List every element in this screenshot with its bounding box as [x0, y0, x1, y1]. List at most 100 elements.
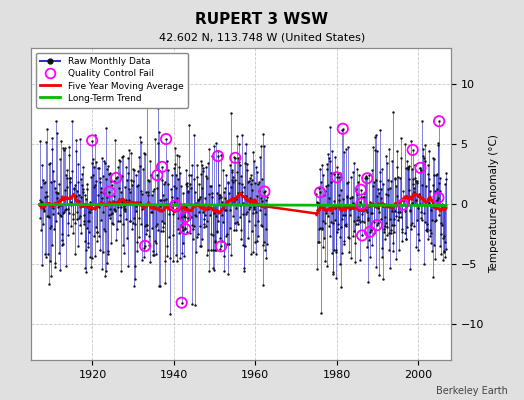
Point	[154, 226, 162, 233]
Point	[203, 218, 211, 225]
Point	[207, 247, 215, 254]
Point	[352, 201, 361, 207]
Point	[53, 190, 62, 196]
Point	[125, 197, 134, 204]
Point	[94, 202, 102, 209]
Point	[215, 195, 223, 202]
Point	[205, 183, 214, 190]
Point	[413, 178, 421, 185]
Point	[353, 166, 361, 172]
Point	[154, 140, 162, 146]
Point	[203, 252, 211, 258]
Point	[137, 221, 145, 228]
Point	[191, 212, 199, 218]
Point	[147, 208, 155, 215]
Point	[133, 248, 141, 254]
Point	[49, 210, 57, 217]
Point	[258, 176, 266, 182]
Point	[336, 234, 345, 240]
Point	[117, 204, 125, 210]
Point	[234, 190, 242, 196]
Point	[400, 197, 408, 204]
Point	[410, 185, 418, 191]
Point	[379, 203, 388, 210]
Point	[389, 216, 398, 222]
Point	[58, 231, 66, 237]
Text: 42.602 N, 113.748 W (United States): 42.602 N, 113.748 W (United States)	[159, 32, 365, 42]
Point	[414, 246, 423, 253]
Point	[237, 226, 245, 233]
Point	[316, 225, 324, 231]
Point	[129, 282, 138, 289]
Point	[261, 197, 270, 203]
Point	[431, 256, 439, 262]
Point	[111, 207, 119, 214]
Point	[347, 174, 355, 180]
Point	[251, 239, 259, 245]
Point	[212, 227, 221, 234]
Point	[375, 209, 384, 216]
Point	[128, 226, 136, 232]
Point	[152, 223, 160, 230]
Point	[165, 211, 173, 218]
Point	[332, 246, 340, 253]
Point	[346, 202, 355, 208]
Point	[138, 190, 147, 197]
Point	[356, 199, 364, 205]
Point	[414, 191, 423, 197]
Point	[79, 189, 88, 195]
Point	[65, 152, 73, 158]
Point	[96, 247, 104, 253]
Point	[431, 218, 440, 224]
Point	[160, 220, 169, 226]
Point	[357, 218, 366, 224]
Point	[162, 136, 170, 142]
Point	[93, 228, 101, 235]
Point	[249, 204, 258, 210]
Point	[152, 185, 161, 191]
Point	[254, 218, 262, 224]
Point	[378, 166, 386, 172]
Point	[231, 220, 239, 226]
Point	[386, 185, 394, 191]
Point	[386, 216, 395, 222]
Point	[416, 201, 424, 208]
Point	[424, 236, 432, 242]
Point	[438, 251, 446, 257]
Point	[246, 175, 254, 181]
Point	[355, 217, 363, 223]
Point	[161, 196, 170, 202]
Point	[411, 162, 420, 169]
Point	[339, 196, 347, 203]
Point	[45, 214, 53, 220]
Point	[405, 176, 413, 183]
Point	[119, 203, 128, 210]
Point	[320, 206, 328, 212]
Point	[54, 180, 63, 187]
Point	[81, 191, 89, 198]
Point	[342, 223, 351, 230]
Point	[351, 202, 359, 208]
Point	[43, 212, 51, 219]
Point	[184, 216, 193, 222]
Point	[191, 200, 200, 206]
Point	[36, 215, 44, 222]
Point	[403, 164, 412, 171]
Point	[73, 161, 82, 167]
Point	[365, 237, 374, 244]
Point	[144, 192, 152, 198]
Point	[60, 144, 69, 151]
Point	[365, 202, 373, 209]
Point	[61, 206, 69, 213]
Point	[328, 210, 336, 216]
Point	[236, 214, 245, 220]
Point	[409, 176, 418, 182]
Point	[145, 242, 154, 248]
Point	[115, 157, 124, 164]
Point	[399, 202, 407, 208]
Point	[209, 232, 217, 238]
Point	[195, 223, 204, 229]
Point	[439, 248, 447, 255]
Point	[158, 217, 167, 224]
Point	[230, 198, 238, 204]
